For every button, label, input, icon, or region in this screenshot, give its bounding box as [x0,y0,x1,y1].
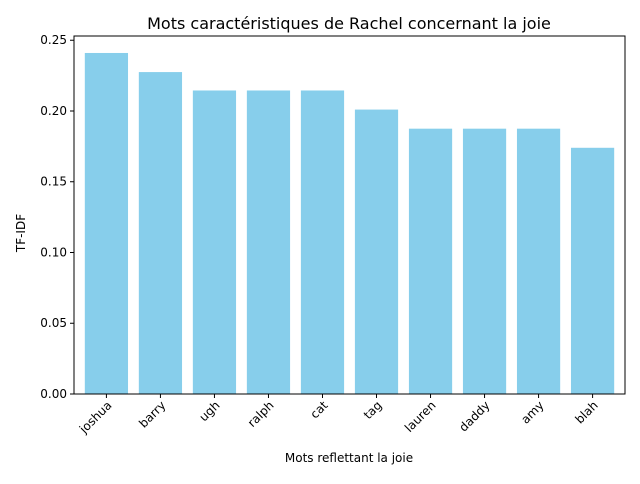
y-tick-label: 0.25 [40,33,67,47]
bar-joshua [84,52,129,395]
y-axis: 0.00 0.05 0.10 0.15 0.20 0.25 [40,33,74,401]
x-tick-label-barry: barry [136,398,168,430]
bar-tag [354,109,399,394]
y-tick-label: 0.20 [40,104,67,118]
bar-ugh [192,90,237,394]
y-tick-label: 0.00 [40,387,67,401]
y-axis-label: TF-IDF [14,214,28,253]
bar-lauren [408,128,453,395]
x-tick-label-blah: blah [572,398,600,426]
x-axis-label: Mots reflettant la joie [285,451,413,465]
chart-title: Mots caractéristiques de Rachel concerna… [147,14,551,33]
bar-daddy [462,128,507,395]
bar-amy [516,128,561,395]
y-tick-label: 0.10 [40,245,67,259]
bar-blah [570,147,615,394]
x-tick-label-ralph: ralph [245,398,277,430]
x-tick-label-ugh: ugh [197,398,223,424]
plot-frame [73,35,626,395]
x-tick-label-amy: amy [518,398,546,426]
x-tick-label-lauren: lauren [402,398,439,435]
x-tick-label-cat: cat [308,398,331,421]
bars-group [84,52,615,395]
bar-barry [138,72,183,394]
y-tick-label: 0.15 [40,175,67,189]
x-tick-label-joshua: joshua [76,398,115,437]
x-tick-label-tag: tag [361,398,385,422]
bar-cat [300,90,345,394]
x-axis: joshua barry ugh ralph cat tag lauren daddy amy b… [76,394,601,437]
bar-ralph [246,90,291,394]
x-tick-label-daddy: daddy [456,398,492,434]
y-tick-label: 0.05 [40,316,67,330]
